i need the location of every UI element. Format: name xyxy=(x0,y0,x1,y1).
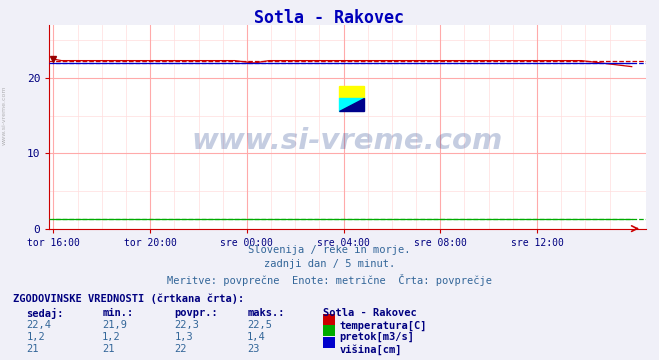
Text: 22,3: 22,3 xyxy=(175,320,200,330)
Text: višina[cm]: višina[cm] xyxy=(339,344,402,355)
Text: 21: 21 xyxy=(102,344,115,354)
Text: 21,9: 21,9 xyxy=(102,320,127,330)
Text: min.:: min.: xyxy=(102,308,133,318)
Text: maks.:: maks.: xyxy=(247,308,285,318)
Text: Sotla - Rakovec: Sotla - Rakovec xyxy=(323,308,416,318)
Text: 21: 21 xyxy=(26,344,39,354)
Text: temperatura[C]: temperatura[C] xyxy=(339,320,427,330)
Text: 1,2: 1,2 xyxy=(26,332,45,342)
Text: 1,2: 1,2 xyxy=(102,332,121,342)
Text: povpr.:: povpr.: xyxy=(175,308,218,318)
Text: 22,4: 22,4 xyxy=(26,320,51,330)
Text: 22,5: 22,5 xyxy=(247,320,272,330)
Polygon shape xyxy=(339,98,364,111)
Text: www.si-vreme.com: www.si-vreme.com xyxy=(192,127,503,155)
Text: 1,4: 1,4 xyxy=(247,332,266,342)
Text: 23: 23 xyxy=(247,344,260,354)
Text: sedaj:: sedaj: xyxy=(26,308,64,319)
Text: www.si-vreme.com: www.si-vreme.com xyxy=(2,85,7,145)
Text: Meritve: povprečne  Enote: metrične  Črta: povprečje: Meritve: povprečne Enote: metrične Črta:… xyxy=(167,274,492,285)
Text: Slovenija / reke in morje.: Slovenija / reke in morje. xyxy=(248,245,411,255)
Text: 22: 22 xyxy=(175,344,187,354)
Text: Sotla - Rakovec: Sotla - Rakovec xyxy=(254,9,405,27)
Text: zadnji dan / 5 minut.: zadnji dan / 5 minut. xyxy=(264,259,395,269)
Text: 1,3: 1,3 xyxy=(175,332,193,342)
Bar xyxy=(339,86,364,98)
Text: pretok[m3/s]: pretok[m3/s] xyxy=(339,332,415,342)
Text: ZGODOVINSKE VREDNOSTI (črtkana črta):: ZGODOVINSKE VREDNOSTI (črtkana črta): xyxy=(13,293,244,304)
Polygon shape xyxy=(339,98,364,111)
